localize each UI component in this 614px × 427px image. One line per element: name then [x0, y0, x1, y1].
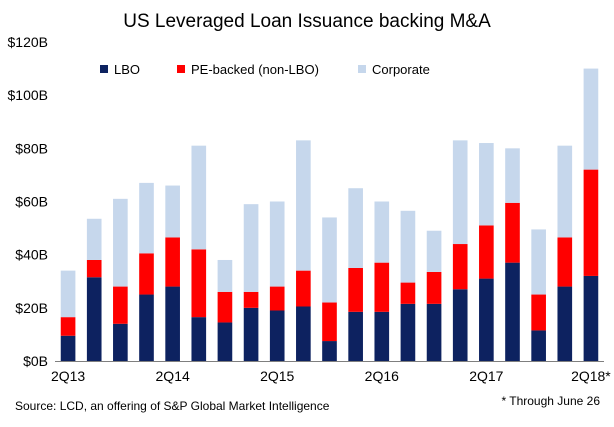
bar-segment — [426, 230, 442, 272]
bar-segment — [243, 204, 259, 292]
x-tick-label: 2Q18* — [571, 368, 611, 384]
x-tick-label: 2Q16 — [365, 368, 399, 384]
bar-segment — [400, 303, 416, 361]
bar-segment — [86, 259, 102, 278]
legend-swatch — [177, 65, 185, 73]
bar-segment — [322, 341, 337, 361]
bar-segment — [505, 148, 520, 203]
source-note: Source: LCD, an offering of S&P Global M… — [15, 399, 330, 413]
bar-segment — [557, 286, 573, 361]
bar-segment — [113, 198, 128, 287]
bar-segment — [322, 302, 337, 342]
bar-segment — [400, 282, 416, 304]
bar-segment — [426, 303, 442, 361]
bar-segment — [296, 270, 311, 307]
bar-segment — [296, 140, 311, 271]
bar-segment — [217, 322, 233, 361]
bar-segment — [505, 262, 520, 361]
y-tick-label: $80B — [15, 140, 48, 156]
bar-segment — [531, 294, 546, 331]
bar-segment — [479, 143, 494, 226]
legend-label: LBO — [114, 62, 140, 77]
bar-segment — [165, 237, 180, 287]
bar-segment — [113, 323, 128, 361]
bar-segment — [139, 294, 154, 361]
bar-segment — [452, 244, 468, 290]
x-tick-label: 2Q13 — [51, 368, 85, 384]
y-tick-label: $100B — [8, 87, 48, 103]
bar-segment — [374, 201, 390, 263]
y-tick-label: $120B — [8, 34, 48, 50]
bar-segment — [269, 310, 285, 361]
legend: Corporate PE-backed (non-LBO) LBO — [100, 62, 430, 77]
bar-segment — [583, 169, 599, 276]
bar-segment — [322, 217, 337, 303]
chart-title: US Leveraged Loan Issuance backing M&A — [123, 11, 491, 32]
bar-segment — [191, 317, 207, 361]
bar-segment — [583, 275, 599, 361]
bar-segment — [269, 286, 285, 311]
bar-segment — [243, 291, 259, 308]
bar-segment — [296, 306, 311, 361]
bar-segment — [531, 229, 546, 295]
bar-segment — [269, 201, 285, 287]
bar-segment — [479, 278, 494, 361]
bar-segment — [139, 182, 154, 254]
bar-segment — [113, 286, 128, 324]
legend-label: Corporate — [372, 62, 430, 77]
footnote: * Through June 26 — [501, 394, 600, 408]
bar-segment — [217, 291, 233, 323]
y-tick-label: $60B — [15, 194, 48, 210]
bar-segment — [583, 68, 599, 170]
bar-segment — [452, 140, 468, 245]
bar-segment — [86, 218, 102, 260]
bar-segment — [86, 277, 102, 361]
bar-segment — [60, 317, 76, 336]
bar-segment — [348, 311, 363, 361]
x-tick-label: 2Q15 — [260, 368, 294, 384]
bar-segment — [479, 225, 494, 279]
bar-segment — [374, 262, 390, 312]
y-tick-label: $20B — [15, 300, 48, 316]
bar-segment — [165, 286, 180, 361]
legend-swatch — [100, 65, 108, 73]
bar-segment — [557, 237, 573, 287]
bar-segment — [60, 270, 76, 318]
bar-segment — [557, 145, 573, 238]
y-tick-label: $0B — [23, 353, 48, 369]
bar-segment — [191, 145, 207, 250]
legend-label: PE-backed (non-LBO) — [191, 62, 319, 77]
bar-segment — [191, 249, 207, 318]
bar-segment — [217, 259, 233, 292]
bar-segment — [348, 188, 363, 268]
bar-segment — [348, 267, 363, 312]
x-tick-label: 2Q14 — [156, 368, 190, 384]
bar-segment — [165, 185, 180, 238]
bar-segment — [139, 253, 154, 295]
bar-segment — [374, 311, 390, 361]
x-tick-label: 2Q17 — [469, 368, 503, 384]
bar-segment — [505, 202, 520, 263]
legend-swatch — [358, 65, 366, 73]
bar-segment — [452, 289, 468, 361]
bar-segment — [531, 330, 546, 361]
bar-segment — [400, 210, 416, 283]
bar-segment — [60, 335, 76, 361]
bar-segment — [243, 307, 259, 361]
x-axis: 2Q13 2Q14 2Q15 2Q16 2Q17 2Q18* — [51, 361, 611, 384]
y-tick-label: $40B — [15, 247, 48, 263]
bar-area — [60, 68, 599, 361]
y-axis: $0B $20B $40B $60B $80B $100B $120B — [8, 34, 48, 369]
bar-segment — [426, 271, 442, 304]
